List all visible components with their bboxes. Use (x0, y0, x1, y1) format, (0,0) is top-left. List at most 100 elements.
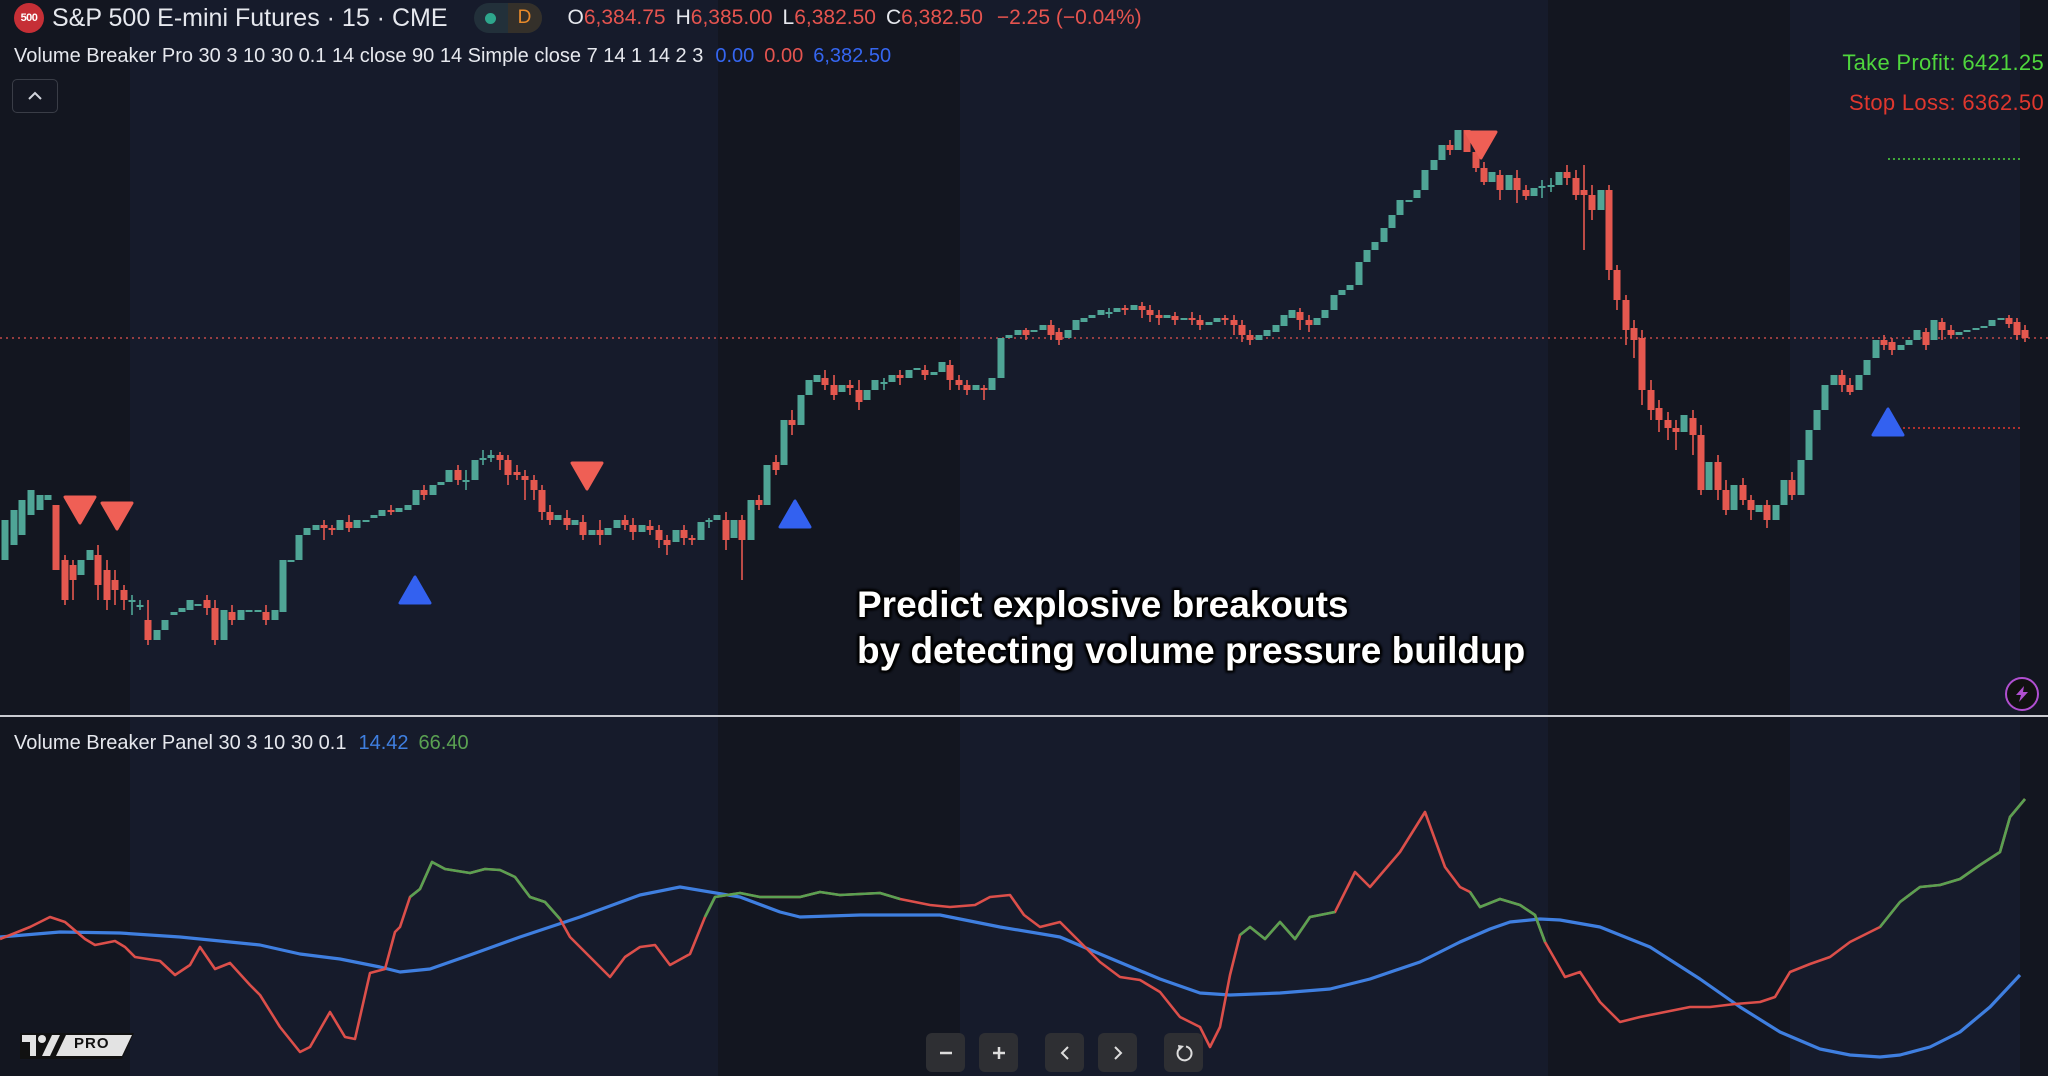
price-pane[interactable]: 500 S&P 500 E-mini Futures · 15 · CME D … (0, 0, 2048, 716)
candle (1121, 305, 1129, 315)
candle (1413, 190, 1421, 198)
candle (1930, 320, 1938, 340)
candle (604, 528, 612, 535)
candle (1296, 308, 1304, 330)
indicator-legend[interactable]: Volume Breaker Pro 30 3 10 30 0.1 14 clo… (14, 42, 891, 70)
candle (1355, 262, 1363, 285)
candle (1338, 290, 1346, 295)
candle (245, 610, 253, 612)
data-delay-badge: D (507, 3, 542, 33)
zoom-out-button[interactable] (926, 1033, 965, 1072)
candle (1130, 305, 1138, 310)
chevron-right-icon (1113, 1045, 1122, 1060)
candle (1321, 310, 1329, 318)
sell-signal-icon (100, 501, 134, 531)
candle (303, 528, 311, 535)
candle (672, 530, 680, 542)
pane-separator[interactable] (0, 715, 2048, 717)
candle (1488, 172, 1496, 182)
pressure-line-bullish (703, 890, 901, 918)
pressure-line-bearish (0, 798, 2026, 1054)
candle (295, 535, 303, 560)
candle (1605, 185, 1613, 280)
candle (395, 508, 403, 512)
candle (705, 518, 713, 528)
candle (571, 520, 579, 525)
high-label: H (675, 6, 691, 29)
candle (955, 375, 963, 390)
candle (830, 375, 838, 400)
candle (805, 380, 813, 395)
buy-signal-icon (398, 575, 432, 605)
candle (1722, 480, 1730, 515)
candle (1072, 320, 1080, 330)
candle (1155, 310, 1163, 325)
reset-chart-button[interactable] (1164, 1033, 1203, 1072)
candle (437, 482, 445, 485)
open-label: O (567, 6, 584, 29)
symbol-legend: 500 S&P 500 E-mini Futures · 15 · CME D … (14, 2, 1142, 34)
candlestick-chart[interactable] (0, 0, 2048, 716)
candle (1563, 165, 1571, 185)
candle (1346, 285, 1354, 290)
market-status-pill[interactable]: D (473, 3, 542, 33)
candle (320, 520, 328, 540)
candle (1080, 318, 1088, 322)
zoom-in-button[interactable] (979, 1033, 1018, 1072)
low-value: 6,382.50 (794, 6, 876, 29)
candle (1305, 315, 1313, 332)
candle (888, 375, 896, 382)
candle (2005, 315, 2013, 328)
indicator-value-2: 0.00 (764, 44, 804, 67)
candle (161, 620, 169, 630)
lightning-icon (2016, 686, 2028, 702)
candle (1188, 312, 1196, 325)
candle (1905, 340, 1913, 345)
candle (1014, 330, 1022, 335)
oscillator-pane[interactable]: Volume Breaker Panel 30 3 10 30 0.1 14.4… (0, 717, 2048, 1076)
candle (1496, 170, 1504, 200)
candle (1113, 308, 1121, 312)
candle (1846, 378, 1854, 395)
candle (1438, 145, 1446, 160)
candle (52, 505, 60, 570)
take-profit-label: Take Profit: 6421.25 (1842, 50, 2044, 75)
candle (1505, 175, 1513, 190)
candle (1230, 315, 1238, 335)
candle (1680, 415, 1688, 432)
candle (780, 420, 788, 465)
candle (1730, 485, 1738, 510)
tradingview-pro-logo[interactable]: PRO (18, 1030, 136, 1060)
candle (1380, 228, 1388, 242)
panel-name[interactable]: Volume Breaker Panel 30 3 10 30 0.1 (14, 731, 347, 754)
candle (18, 500, 26, 535)
scroll-right-button[interactable] (1098, 1033, 1137, 1072)
candle (1454, 130, 1462, 150)
oscillator-chart[interactable] (0, 717, 2048, 1076)
candle (730, 520, 738, 538)
panel-legend[interactable]: Volume Breaker Panel 30 3 10 30 0.1 14.4… (14, 729, 469, 757)
sell-signal-icon (570, 461, 604, 491)
indicator-name[interactable]: Volume Breaker Pro 30 3 10 30 0.1 14 clo… (14, 44, 704, 67)
scroll-left-button[interactable] (1045, 1033, 1084, 1072)
candle (1030, 330, 1038, 332)
candle (111, 570, 119, 605)
symbol-title[interactable]: S&P 500 E-mini Futures · 15 · CME (52, 3, 448, 32)
candle (596, 520, 604, 545)
buy-signal-icon (1871, 407, 1905, 437)
candle (663, 535, 671, 555)
candle (1763, 500, 1771, 528)
chevron-up-icon (28, 91, 42, 100)
quick-action-button[interactable] (2005, 677, 2039, 711)
candle (420, 485, 428, 500)
candle (211, 600, 219, 645)
candle (1580, 165, 1588, 250)
collapse-legend-button[interactable] (12, 79, 58, 113)
candle (1938, 318, 1946, 340)
candle (1105, 308, 1113, 318)
candle (1421, 170, 1429, 190)
candle (1246, 330, 1254, 345)
candle (772, 455, 780, 475)
candle (972, 385, 980, 390)
candle (1963, 330, 1971, 332)
